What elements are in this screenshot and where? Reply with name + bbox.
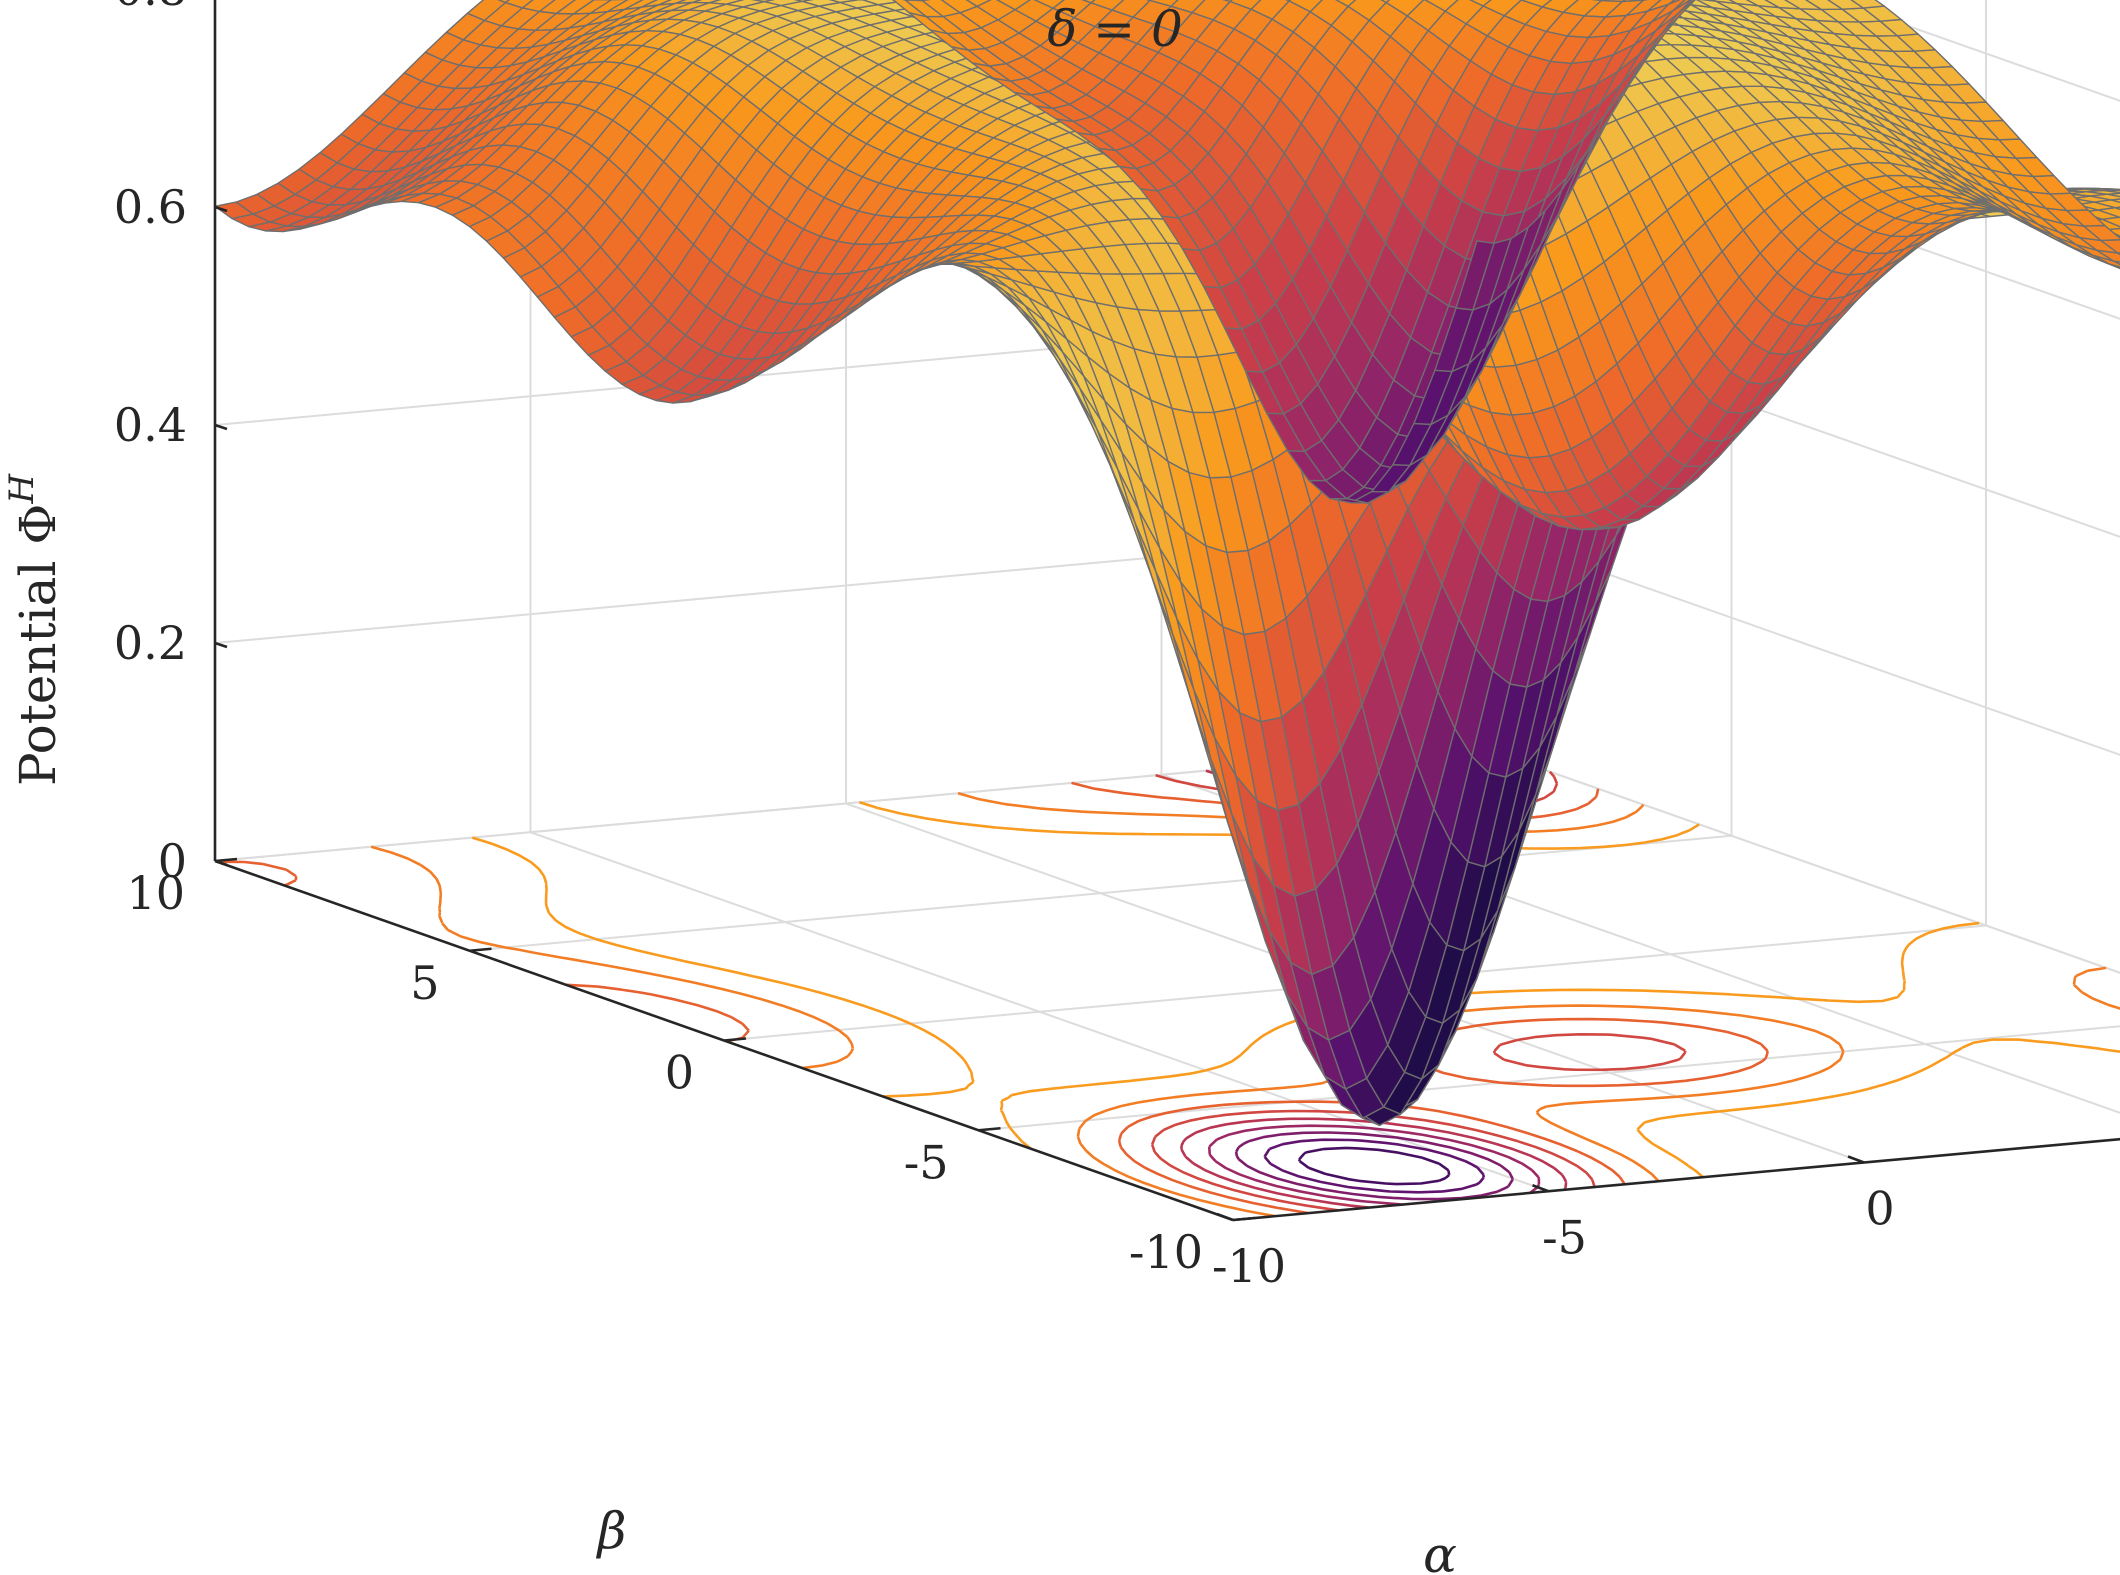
- z-axis-label-superscript: H: [2, 473, 42, 505]
- y-tick-label: 5: [410, 956, 439, 1010]
- floor-grid-line: [1476, 745, 2120, 974]
- y-axis-label: β: [596, 1502, 627, 1560]
- surface-patch: [1745, 0, 1780, 9]
- z-tick-label: 0.8: [114, 0, 187, 16]
- z-tick: [214, 205, 228, 213]
- x-tick: [1532, 1184, 1549, 1193]
- z-tick-label: 0.6: [114, 180, 187, 234]
- z-axis-label: Potential ΦH: [2, 473, 67, 786]
- x-tick: [1216, 1212, 1234, 1222]
- wall-z-grid-line: [214, 744, 2120, 974]
- z-tick: [214, 423, 228, 431]
- surface-mesh: [214, 0, 2120, 1127]
- y-tick: [1232, 1216, 1256, 1222]
- surface-patch: [828, 0, 862, 4]
- surface-patch: [1728, 0, 1759, 7]
- surface-patch: [214, 201, 254, 220]
- z-tick: [214, 641, 228, 649]
- z-tick-label: 0: [158, 834, 187, 888]
- floor-grid-line: [469, 834, 1732, 952]
- y-tick: [978, 1126, 1001, 1132]
- y-tick-label: -5: [904, 1135, 949, 1189]
- y-tick: [723, 1037, 747, 1042]
- z-axis-label-text: Potential Φ: [9, 504, 67, 786]
- surface-patch: [1711, 0, 1738, 5]
- x-tick-label: -10: [1212, 1239, 1286, 1293]
- y-tick: [214, 857, 238, 863]
- axis-lines: [213, 0, 2120, 1222]
- floor-grid-line: [978, 1025, 2120, 1132]
- x-tick-label: 0: [1865, 1182, 1894, 1236]
- y-tick-label: -10: [1129, 1225, 1203, 1279]
- contour-line: [1263, 1138, 1485, 1194]
- z-tick-label: 0.4: [114, 398, 187, 452]
- y-tick: [469, 947, 492, 953]
- x-tick: [1847, 1155, 1865, 1164]
- surface-patch: [1699, 0, 1717, 2]
- y-tick-label: 10: [126, 866, 185, 920]
- surface-patch: [892, 0, 927, 18]
- x-tick-label: -5: [1542, 1210, 1587, 1264]
- base-contours: [216, 745, 2120, 1218]
- contour-line: [370, 792, 2120, 1218]
- y-tick-label: 0: [665, 1046, 694, 1100]
- surface-patch: [903, 0, 923, 2]
- z-tick-label: 0.2: [114, 616, 187, 670]
- contour-line: [1297, 1146, 1451, 1186]
- x-axis-label: α: [1423, 1526, 1457, 1575]
- chart-title: δ = 0: [1047, 0, 1183, 58]
